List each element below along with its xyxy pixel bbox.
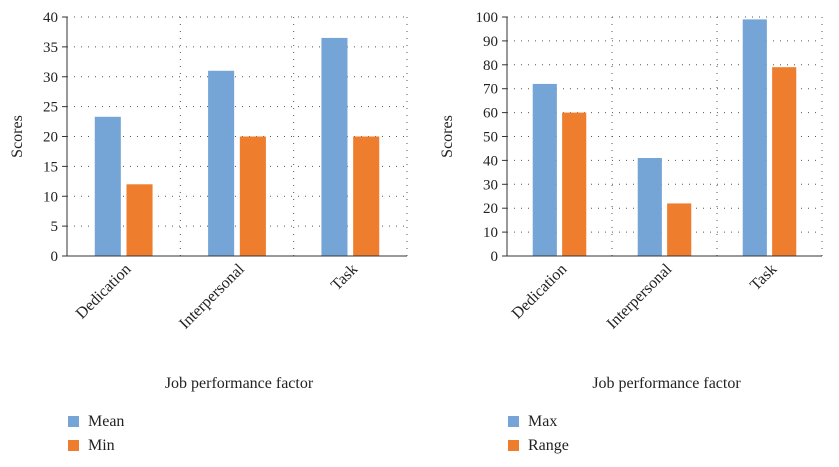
bar-range-dedication [562, 112, 587, 256]
y-tick-label: 60 [483, 106, 498, 122]
bar-range-task [772, 67, 797, 256]
legend-swatch [68, 440, 79, 451]
legend-label: Range [528, 437, 569, 454]
y-tick-label: 70 [483, 82, 498, 98]
y-tick-label: 15 [43, 159, 58, 175]
x-category-label: Task [747, 261, 780, 294]
bar-min-interpersonal [239, 136, 266, 256]
x-category-label: Dedication [73, 261, 135, 323]
legend-label: Mean [88, 413, 124, 430]
bar-max-task [742, 19, 767, 256]
bar-min-task [353, 136, 380, 256]
y-tick-label: 10 [43, 189, 58, 205]
x-category-label: Interpersonal [604, 260, 676, 332]
y-axis-title: Scores [9, 115, 26, 158]
y-tick-label: 10 [483, 225, 498, 241]
y-tick-label: 50 [483, 130, 498, 146]
y-tick-label: 0 [51, 249, 59, 265]
y-tick-label: 40 [483, 153, 498, 169]
bar-min-dedication [126, 184, 153, 256]
bar-max-interpersonal [637, 158, 662, 256]
x-category-label: Dedication [509, 261, 571, 323]
y-tick-label: 100 [476, 10, 499, 26]
y-tick-label: 5 [51, 219, 59, 235]
y-axis-title: Scores [439, 115, 456, 158]
legend-label: Max [528, 413, 557, 430]
bar-mean-task [321, 37, 348, 256]
left-chart: 0 5 10 15 20 25 30 35 40 Dedication Interpersonal T… [9, 10, 408, 454]
y-tick-label: 90 [483, 34, 498, 50]
y-tick-label: 25 [43, 100, 58, 116]
right-chart: 0 10 20 30 40 50 60 70 80 90 100 Dedication Interper… [439, 10, 823, 454]
y-tick-label: 20 [483, 201, 498, 217]
legend-swatch [508, 416, 519, 427]
legend-swatch [508, 440, 519, 451]
y-tick-label: 35 [43, 40, 58, 56]
x-category-label: Interpersonal [176, 260, 248, 332]
x-category-label: Task [328, 261, 361, 294]
x-axis-title: Job performance factor [592, 375, 741, 392]
y-tick-label: 0 [491, 249, 499, 265]
x-axis-title: Job performance factor [165, 375, 314, 392]
y-tick-label: 20 [43, 130, 58, 146]
y-tick-label: 80 [483, 58, 498, 74]
y-tick-label: 30 [483, 177, 498, 193]
y-tick-label: 30 [43, 70, 58, 86]
bar-max-dedication [532, 83, 557, 256]
legend-label: Min [88, 437, 115, 454]
y-tick-label: 40 [43, 10, 58, 26]
legend-swatch [68, 416, 79, 427]
bar-mean-dedication [94, 116, 121, 256]
bar-mean-interpersonal [208, 70, 235, 257]
bar-range-interpersonal [667, 203, 692, 256]
